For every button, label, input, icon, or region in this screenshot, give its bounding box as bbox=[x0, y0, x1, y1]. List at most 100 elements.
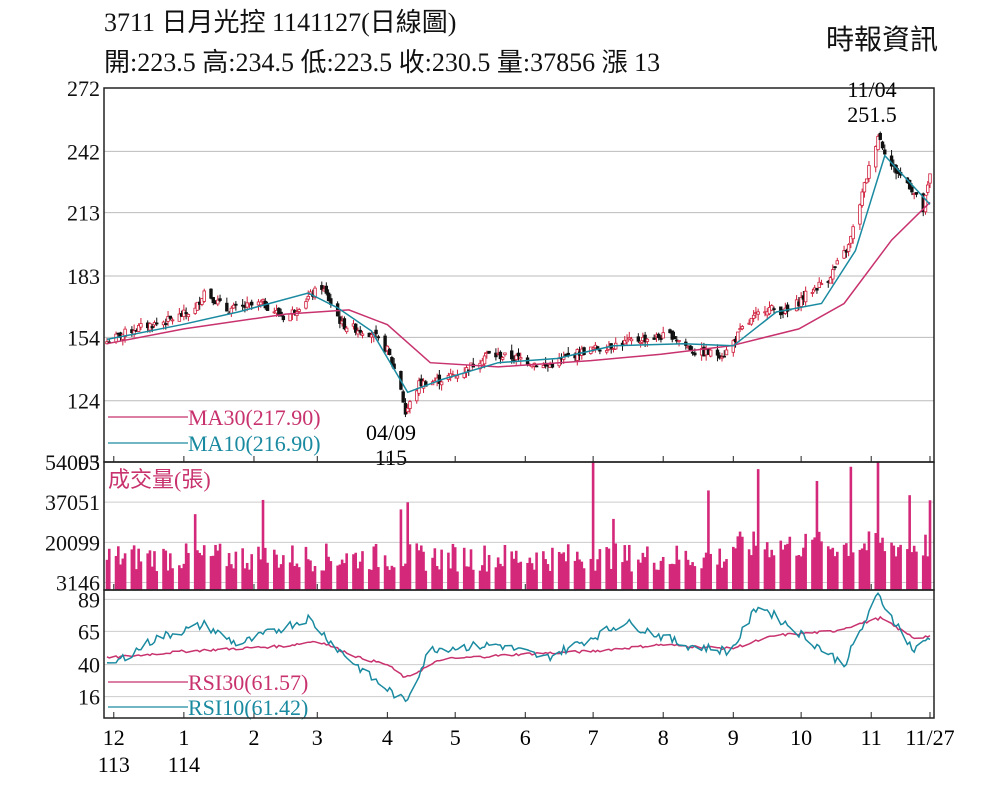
candle-body bbox=[326, 292, 331, 302]
x-tick-label: 6 bbox=[520, 725, 531, 750]
candle-body bbox=[661, 332, 665, 339]
volume-bar bbox=[162, 548, 165, 590]
volume-bar bbox=[211, 555, 215, 590]
volume-bar bbox=[451, 543, 455, 590]
candle-body bbox=[514, 354, 518, 361]
volume-bar bbox=[646, 546, 649, 590]
candle-body bbox=[164, 323, 168, 325]
volume-bar bbox=[148, 550, 152, 590]
volume-bar bbox=[291, 545, 294, 590]
candle-body bbox=[720, 356, 724, 359]
volume-bar bbox=[469, 549, 473, 590]
volume-bar bbox=[829, 549, 832, 590]
volume-bar bbox=[734, 548, 737, 590]
volume-bar bbox=[899, 544, 902, 590]
volume-bar bbox=[562, 552, 566, 590]
volume-bar bbox=[876, 462, 880, 590]
volume-bar bbox=[594, 570, 597, 590]
volume-bar bbox=[765, 542, 769, 590]
candle-body bbox=[297, 309, 301, 312]
volume-bar bbox=[668, 564, 672, 590]
candle-body bbox=[785, 304, 790, 312]
volume-bar bbox=[637, 559, 640, 590]
candle-body bbox=[510, 350, 514, 360]
candle-body bbox=[643, 334, 647, 343]
volume-bar bbox=[261, 499, 265, 590]
volume-bar bbox=[105, 559, 109, 590]
volume-bar bbox=[130, 549, 134, 590]
candle-body bbox=[883, 149, 887, 155]
volume-bar bbox=[639, 562, 642, 590]
candle-body bbox=[218, 298, 222, 301]
volume-bar bbox=[605, 547, 608, 590]
candle-body bbox=[652, 337, 656, 340]
volume-bar bbox=[845, 543, 848, 590]
legend-ma-label: MA10(216.90) bbox=[188, 431, 321, 456]
candle-body bbox=[582, 347, 586, 355]
volume-bar bbox=[433, 548, 437, 590]
candle-body bbox=[629, 338, 634, 342]
volume-bar bbox=[408, 544, 412, 590]
volume-bar bbox=[528, 557, 532, 590]
volume-bar bbox=[546, 564, 550, 590]
volume-bar bbox=[921, 555, 925, 590]
volume-bar bbox=[282, 555, 285, 590]
candle-body bbox=[406, 407, 410, 413]
volume-bar bbox=[388, 569, 391, 590]
rsi-tick-label: 89 bbox=[78, 587, 100, 612]
volume-bar bbox=[485, 571, 489, 590]
candle-body bbox=[740, 326, 745, 330]
x-tick-label: 3 bbox=[312, 725, 323, 750]
volume-bar bbox=[750, 555, 753, 590]
volume-bar bbox=[248, 569, 251, 590]
volume-bar bbox=[481, 565, 484, 590]
candle-body bbox=[313, 287, 317, 299]
x-tick-label: 7 bbox=[588, 725, 599, 750]
volume-bar bbox=[499, 563, 502, 590]
volume-bar bbox=[926, 556, 930, 590]
chart-title: 3711 日月光控 1141127(日線圖) bbox=[104, 8, 457, 37]
volume-bar bbox=[372, 546, 376, 590]
candle-body bbox=[259, 301, 263, 306]
volume-bar bbox=[756, 469, 760, 590]
volume-bar bbox=[530, 563, 534, 590]
rsi-tick-label: 65 bbox=[78, 619, 100, 644]
volume-bar bbox=[906, 549, 909, 590]
volume-bar bbox=[214, 544, 217, 590]
volume-bar bbox=[897, 547, 900, 590]
volume-bar bbox=[788, 536, 792, 590]
candle-body bbox=[123, 328, 127, 338]
volume-bar bbox=[779, 540, 783, 590]
volume-bar bbox=[661, 556, 665, 590]
volume-bar bbox=[867, 531, 871, 590]
candle-body bbox=[842, 250, 846, 259]
candle-body bbox=[722, 355, 726, 358]
volume-bar bbox=[657, 569, 660, 590]
x-tick-label: 2 bbox=[248, 725, 259, 750]
volume-tick-label: 3146 bbox=[56, 571, 100, 596]
volume-bar bbox=[849, 466, 853, 590]
volume-bar bbox=[166, 570, 170, 590]
candle-body bbox=[926, 184, 930, 193]
volume-bar bbox=[716, 564, 719, 590]
candle-body bbox=[306, 296, 310, 300]
volume-bar bbox=[580, 561, 584, 590]
volume-bar bbox=[851, 552, 855, 590]
volume-bar bbox=[155, 571, 159, 590]
candle-body bbox=[914, 192, 919, 195]
ohlc-summary: 開:223.5 高:234.5 低:223.5 收:230.5 量:37856 … bbox=[104, 48, 661, 77]
candle-body bbox=[211, 297, 215, 304]
volume-bar bbox=[257, 546, 260, 590]
price-tick-label: 183 bbox=[67, 264, 100, 289]
volume-bar bbox=[370, 569, 373, 590]
volume-bar bbox=[566, 544, 570, 590]
candle-body bbox=[858, 204, 862, 225]
volume-bar bbox=[614, 543, 618, 590]
x-tick-year-label: 113 bbox=[98, 752, 130, 777]
trough-date-label: 04/09 bbox=[366, 420, 416, 445]
candle-body bbox=[849, 235, 853, 244]
candle-body bbox=[281, 315, 286, 321]
candle-body bbox=[724, 349, 729, 356]
candle-body bbox=[625, 339, 629, 343]
volume-bar bbox=[277, 567, 281, 590]
